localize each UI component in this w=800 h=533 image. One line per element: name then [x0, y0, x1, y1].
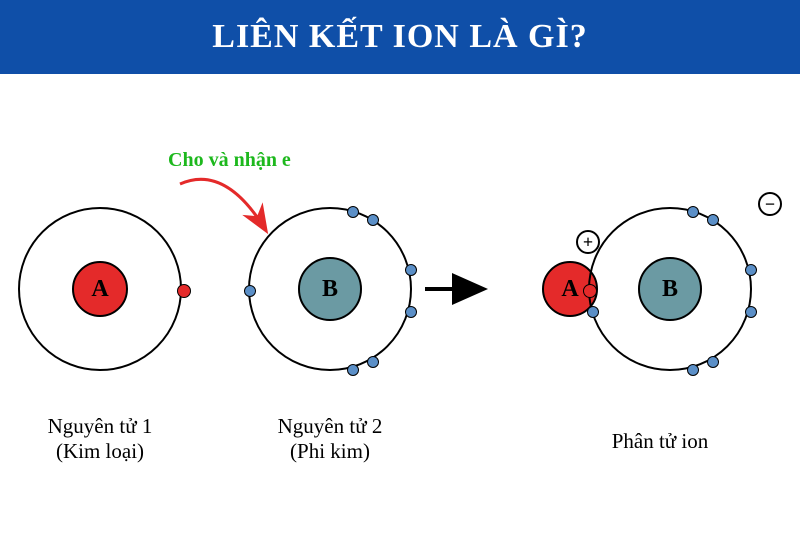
caption-atom1: Nguyên tử 1 (Kim loại) — [10, 414, 190, 464]
charge-minus-icon: − — [758, 192, 782, 216]
caption-atom2: Nguyên tử 2 (Phi kim) — [240, 414, 420, 464]
atom-a2: A — [514, 261, 570, 317]
electron — [177, 284, 191, 298]
result-arrow — [425, 274, 495, 304]
atom-b1-nucleus: B — [298, 257, 362, 321]
atom-b2-shell: B — [588, 207, 752, 371]
electron — [707, 356, 719, 368]
electron — [244, 285, 256, 297]
electron — [745, 264, 757, 276]
atom-b2: B — [588, 207, 752, 371]
electron — [347, 206, 359, 218]
electron — [687, 206, 699, 218]
page-title: LIÊN KẾT ION LÀ GÌ? — [212, 18, 587, 55]
atom-b2-label: B — [662, 276, 678, 303]
electron — [405, 306, 417, 318]
atom-a1-shell: A — [18, 207, 182, 371]
electron — [367, 214, 379, 226]
atom-a1-label: A — [91, 276, 108, 303]
atom-b1-label: B — [322, 276, 338, 303]
electron — [745, 306, 757, 318]
atom-a2-label: A — [561, 276, 578, 303]
atom-b2-nucleus: B — [638, 257, 702, 321]
electron — [583, 284, 597, 298]
diagram: Cho và nhận e A B — [0, 74, 800, 524]
transfer-annotation: Cho và nhận e — [168, 149, 291, 172]
atom-a1-nucleus: A — [72, 261, 128, 317]
electron — [347, 364, 359, 376]
electron — [405, 264, 417, 276]
electron — [687, 364, 699, 376]
title-bar: LIÊN KẾT ION LÀ GÌ? — [0, 0, 800, 74]
electron — [587, 306, 599, 318]
atom-a1: A — [18, 207, 182, 371]
electron — [707, 214, 719, 226]
electron — [367, 356, 379, 368]
caption-ion: Phân tử ion — [570, 429, 750, 454]
transfer-arrow — [170, 174, 290, 254]
